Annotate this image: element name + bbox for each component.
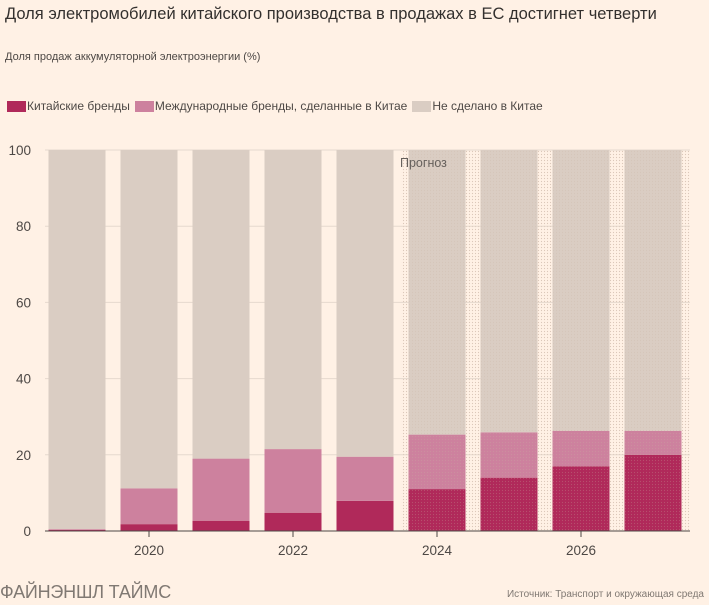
legend-item-not-made-in-china: Не сделано в Китае <box>412 99 543 113</box>
y-tick-label: 20 <box>16 448 31 463</box>
y-tick-label: 60 <box>16 295 31 310</box>
chart-subtitle: Доля продаж аккумуляторной электроэнерги… <box>5 51 261 63</box>
forecast-hatch-overlay <box>401 150 690 531</box>
x-tick-label: 2020 <box>134 543 164 558</box>
bar-segment-2020-series-1 <box>120 488 178 525</box>
legend-label-international-brands: Международные бренды, сделанные в Китае <box>154 99 408 113</box>
legend-swatch-international-brands <box>134 100 154 112</box>
chart-title: Доля электромобилей китайского производс… <box>5 5 657 23</box>
y-tick-label: 100 <box>8 143 31 158</box>
legend-item-chinese-brands: Китайские бренды <box>7 99 130 113</box>
legend-swatch-chinese-brands <box>7 100 26 112</box>
legend: Китайские бренды Международные бренды, с… <box>7 99 548 113</box>
bar-segment-2021-series-0 <box>192 520 250 531</box>
bar-segment-2020-series-2 <box>120 150 178 489</box>
source-note: Источник: Транспорт и окружающая среда <box>506 589 704 600</box>
y-tick-label: 40 <box>16 372 31 387</box>
y-axis-ticks: 0 20 40 60 80 100 <box>8 143 31 539</box>
y-tick-label: 0 <box>23 524 31 539</box>
bar-segment-2019-series-2 <box>48 150 106 530</box>
legend-swatch-not-made-in-china <box>412 100 432 112</box>
x-tick-label: 2024 <box>422 543 453 558</box>
bar-segment-2023-series-1 <box>336 456 394 501</box>
bar-segment-2022-series-1 <box>264 449 322 513</box>
bar-segment-2019-series-1 <box>48 529 106 530</box>
legend-label-chinese-brands: Китайские бренды <box>27 99 130 113</box>
bar-segment-2019-series-0 <box>48 529 106 531</box>
bar-segment-2023-series-0 <box>336 500 394 531</box>
brand-logo-text: ФАЙНЭНШЛ ТАЙМС <box>0 582 172 602</box>
bar-segment-2023-series-2 <box>336 150 394 457</box>
bar-segment-2022-series-0 <box>264 512 322 531</box>
x-tick-label: 2022 <box>278 543 308 558</box>
bar-segment-2021-series-2 <box>192 150 250 459</box>
bar-segment-2022-series-2 <box>264 150 322 450</box>
y-tick-label: 80 <box>16 219 31 234</box>
x-axis-ticks: 2020 2022 2024 2026 <box>134 531 596 558</box>
x-tick-label: 2026 <box>566 543 596 558</box>
legend-label-not-made-in-china: Не сделано в Китае <box>432 99 543 113</box>
bar-segment-2021-series-1 <box>192 458 250 521</box>
forecast-label: Прогноз <box>400 156 447 170</box>
legend-item-international-brands: Международные бренды, сделанные в Китае <box>134 99 408 113</box>
bar-segment-2020-series-0 <box>120 524 178 531</box>
